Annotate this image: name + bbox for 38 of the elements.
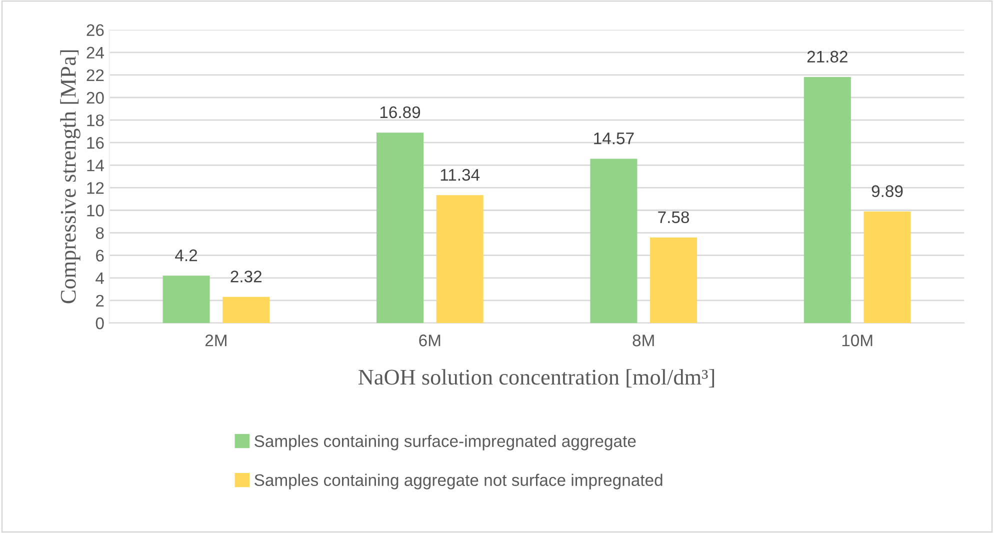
data-label: 7.58 xyxy=(658,211,690,224)
y-tick-label: 14 xyxy=(87,160,104,172)
data-label: 9.89 xyxy=(872,185,903,198)
y-tick-label: 22 xyxy=(86,69,104,81)
x-tick-label: 8M xyxy=(632,334,654,346)
x-tick-label: 10M xyxy=(842,334,872,346)
data-label: 2.32 xyxy=(230,270,262,282)
y-tick-label: 12 xyxy=(87,182,104,194)
x-tick-label: 6M xyxy=(419,334,440,346)
data-label: 14.57 xyxy=(594,132,634,144)
bar xyxy=(436,195,484,323)
y-tick-label: 24 xyxy=(86,46,104,58)
bar xyxy=(590,158,638,323)
bar xyxy=(222,296,270,323)
y-tick-label: 20 xyxy=(86,92,104,104)
y-tick-label: 2 xyxy=(96,294,104,306)
data-label: 11.34 xyxy=(440,168,480,181)
x-axis-title: NaOH solution concentration [mol/dm³] xyxy=(358,369,714,388)
bar xyxy=(650,238,698,323)
data-label: 4.2 xyxy=(175,249,198,262)
legend-label: Samples containing surface-impregnated aggregate xyxy=(254,434,636,450)
bar xyxy=(804,76,851,323)
bar xyxy=(376,132,424,323)
data-label: 21.82 xyxy=(807,50,848,63)
y-tick-label: 16 xyxy=(87,137,104,149)
bar xyxy=(864,211,911,323)
legend-label: Samples containing aggregate not surface impregnated xyxy=(254,474,662,490)
y-axis-title: Compressive strength [MPa] xyxy=(60,50,80,304)
y-tick-label: 18 xyxy=(87,114,104,126)
x-tick-label: 2M xyxy=(205,334,226,346)
bar xyxy=(162,276,210,323)
data-label: 16.89 xyxy=(380,106,420,118)
y-tick-label: 4 xyxy=(96,272,104,284)
y-tick-label: 26 xyxy=(86,24,104,36)
y-tick-label: 10 xyxy=(87,204,104,216)
y-tick-label: 0 xyxy=(96,317,104,330)
y-tick-label: 8 xyxy=(96,227,104,239)
y-tick-label: 6 xyxy=(96,250,104,262)
